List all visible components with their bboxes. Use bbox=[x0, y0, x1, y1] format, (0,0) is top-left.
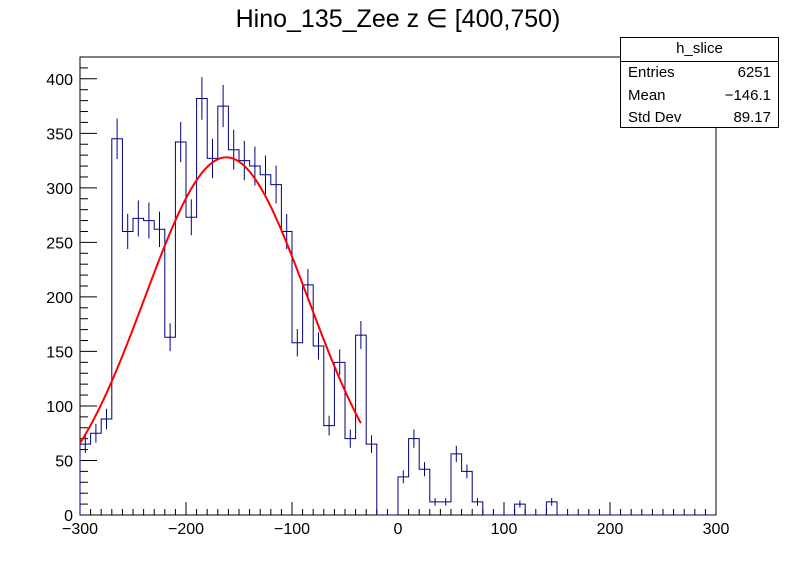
stats-value-stddev: 89.17 bbox=[733, 109, 771, 126]
x-tick-label: 300 bbox=[703, 521, 730, 538]
stats-box: h_slice Entries 6251 Mean −146.1 Std Dev… bbox=[620, 37, 779, 128]
x-tick-label: 0 bbox=[394, 521, 403, 538]
histogram-outline bbox=[79, 97, 716, 516]
stats-label-entries: Entries bbox=[628, 64, 675, 81]
y-tick-label: 50 bbox=[55, 453, 73, 470]
x-tick-label: −200 bbox=[168, 521, 204, 538]
stats-box-name: h_slice bbox=[621, 38, 778, 62]
y-tick-label: 350 bbox=[46, 126, 73, 143]
x-tick-label: 100 bbox=[491, 521, 518, 538]
stats-label-stddev: Std Dev bbox=[628, 109, 682, 126]
x-tick-label: −100 bbox=[274, 521, 310, 538]
y-tick-label: 150 bbox=[46, 344, 73, 361]
stats-row-mean: Mean −146.1 bbox=[621, 85, 778, 108]
y-tick-label: 200 bbox=[46, 290, 73, 307]
y-tick-label: 300 bbox=[46, 181, 73, 198]
y-tick-label: 250 bbox=[46, 235, 73, 252]
chart-title: Hino_135_Zee z ∈ [400,750) bbox=[235, 5, 561, 33]
stats-row-entries: Entries 6251 bbox=[621, 62, 778, 85]
fit-curve bbox=[79, 156, 362, 444]
stats-value-mean: −146.1 bbox=[724, 86, 771, 104]
y-tick-label: 100 bbox=[46, 399, 73, 416]
stats-row-stddev: Std Dev 89.17 bbox=[621, 107, 778, 130]
y-tick-label: 400 bbox=[46, 72, 73, 89]
x-tick-label: −300 bbox=[62, 521, 98, 538]
x-tick-label: 200 bbox=[597, 521, 624, 538]
stats-value-entries: 6251 bbox=[737, 64, 771, 81]
stats-label-mean: Mean bbox=[628, 86, 666, 104]
y-tick-label: 0 bbox=[64, 508, 73, 525]
